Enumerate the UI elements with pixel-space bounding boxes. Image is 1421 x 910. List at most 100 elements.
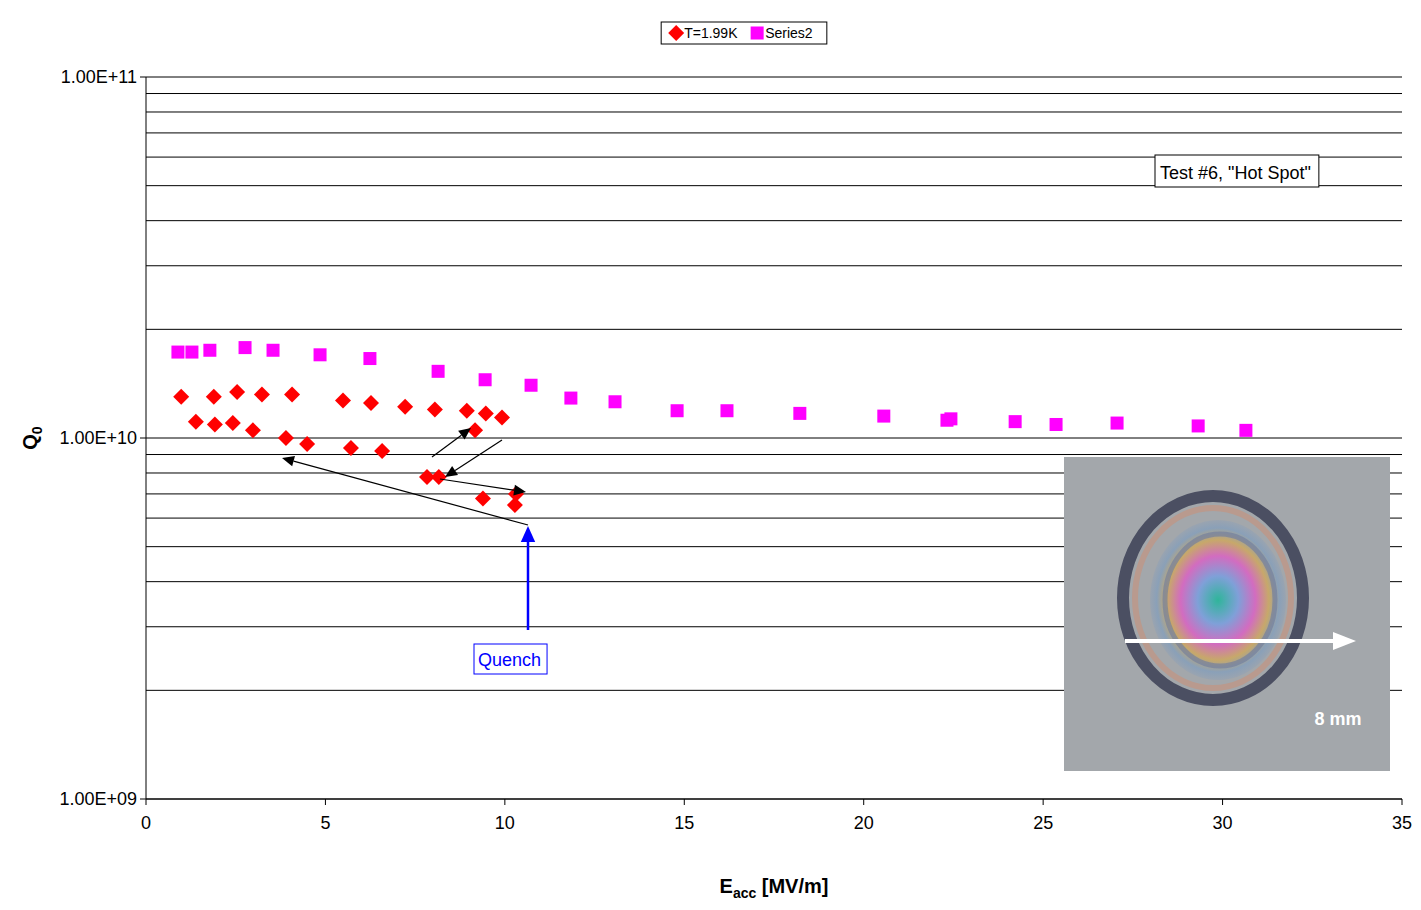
annotations: Quench bbox=[282, 428, 547, 674]
annotation-box bbox=[1155, 155, 1319, 187]
x-tick bbox=[504, 799, 505, 805]
data-point bbox=[479, 373, 492, 386]
data-point bbox=[494, 409, 510, 425]
grid bbox=[146, 77, 1402, 799]
arrow-head bbox=[513, 485, 526, 496]
scale-label: 8 mm bbox=[1314, 709, 1361, 729]
y-tick bbox=[140, 799, 146, 800]
data-point bbox=[203, 344, 216, 357]
axes: 1.00E+091.00E+101.00E+1105101520253035 bbox=[59, 67, 1412, 833]
data bbox=[171, 341, 1252, 513]
data-point bbox=[188, 414, 204, 430]
data-point bbox=[427, 401, 443, 417]
title-part: Q bbox=[19, 434, 41, 450]
legend-box bbox=[661, 22, 827, 44]
title-part: [MV/m] bbox=[756, 875, 828, 897]
data-point bbox=[335, 393, 351, 409]
minor-grid-line bbox=[146, 329, 1402, 330]
data-point bbox=[671, 404, 684, 417]
minor-grid-line bbox=[146, 220, 1402, 221]
data-point bbox=[314, 348, 327, 361]
data-point bbox=[1050, 418, 1063, 431]
data-point bbox=[1192, 419, 1205, 432]
data-point bbox=[206, 389, 222, 405]
data-point bbox=[609, 395, 622, 408]
legend-label: Series2 bbox=[765, 25, 813, 41]
data-point bbox=[1009, 415, 1022, 428]
x-tick bbox=[684, 799, 685, 805]
data-point bbox=[173, 389, 189, 405]
legend-marker bbox=[751, 27, 764, 40]
legend-marker bbox=[668, 25, 684, 41]
x-tick bbox=[1043, 799, 1044, 805]
y-tick bbox=[140, 438, 146, 439]
scale-arrow bbox=[1125, 639, 1338, 643]
y-tick-label: 1.00E+11 bbox=[61, 67, 137, 87]
x-tick bbox=[146, 799, 147, 805]
data-point bbox=[793, 407, 806, 420]
x-tick-label: 0 bbox=[141, 813, 151, 833]
annotation-box bbox=[474, 644, 547, 674]
data-point bbox=[225, 415, 241, 431]
spot-core bbox=[1150, 520, 1286, 680]
title-subscript: acc bbox=[733, 885, 757, 901]
x-tick-label: 20 bbox=[854, 813, 874, 833]
data-point bbox=[254, 386, 270, 402]
data-point bbox=[877, 410, 890, 423]
legend: T=1.99K Series2 bbox=[661, 22, 827, 44]
annotation-text: Quench bbox=[478, 650, 541, 670]
y-axis-title: Q0 bbox=[19, 426, 45, 450]
x-tick bbox=[1222, 799, 1223, 805]
minor-grid-line bbox=[146, 93, 1402, 94]
y-tick-label: 1.00E+09 bbox=[59, 789, 137, 809]
data-point bbox=[944, 412, 957, 425]
data-point bbox=[459, 403, 475, 419]
x-axis-line bbox=[146, 799, 1402, 800]
data-point bbox=[397, 399, 413, 415]
arrow-head bbox=[521, 526, 535, 542]
data-point bbox=[267, 344, 280, 357]
x-tick-label: 10 bbox=[495, 813, 515, 833]
arrow-line bbox=[440, 479, 514, 490]
x-tick-label: 15 bbox=[674, 813, 694, 833]
x-tick-label: 5 bbox=[320, 813, 330, 833]
inset-photo: 8 mm bbox=[1064, 457, 1390, 771]
minor-grid-line bbox=[146, 111, 1402, 112]
arrow-line bbox=[432, 435, 461, 457]
data-point bbox=[475, 490, 491, 506]
spot-ring bbox=[1135, 508, 1291, 688]
data-point bbox=[245, 422, 261, 438]
data-point bbox=[299, 436, 315, 452]
legend-label: T=1.99K bbox=[684, 25, 738, 41]
x-tick-label: 25 bbox=[1033, 813, 1053, 833]
minor-grid-line bbox=[146, 265, 1402, 266]
data-point bbox=[171, 346, 184, 359]
x-tick bbox=[1402, 799, 1403, 805]
data-point bbox=[1111, 417, 1124, 430]
data-point bbox=[431, 469, 447, 485]
data-point bbox=[564, 392, 577, 405]
data-point bbox=[525, 379, 538, 392]
arrow-line bbox=[527, 542, 530, 630]
y-tick-label: 1.00E+10 bbox=[59, 428, 137, 448]
x-tick bbox=[325, 799, 326, 805]
spot-ring bbox=[1165, 534, 1275, 666]
data-point bbox=[720, 404, 733, 417]
x-tick bbox=[863, 799, 864, 805]
data-point bbox=[207, 416, 223, 432]
annotation-text: Test #6, "Hot Spot" bbox=[1160, 163, 1311, 183]
title-part: E bbox=[720, 875, 733, 897]
arrow-head bbox=[282, 456, 295, 466]
data-point bbox=[432, 365, 445, 378]
minor-grid-line bbox=[146, 454, 1402, 455]
grid-line bbox=[146, 77, 1402, 78]
data-point bbox=[343, 440, 359, 456]
photo-background bbox=[1064, 457, 1390, 771]
arrow-head bbox=[458, 428, 471, 439]
chart: 1.00E+091.00E+101.00E+1105101520253035Ea… bbox=[0, 0, 1421, 910]
grid-line bbox=[146, 438, 1402, 439]
data-point bbox=[363, 395, 379, 411]
data-point bbox=[374, 443, 390, 459]
y-tick bbox=[140, 77, 146, 78]
minor-grid-line bbox=[146, 132, 1402, 133]
